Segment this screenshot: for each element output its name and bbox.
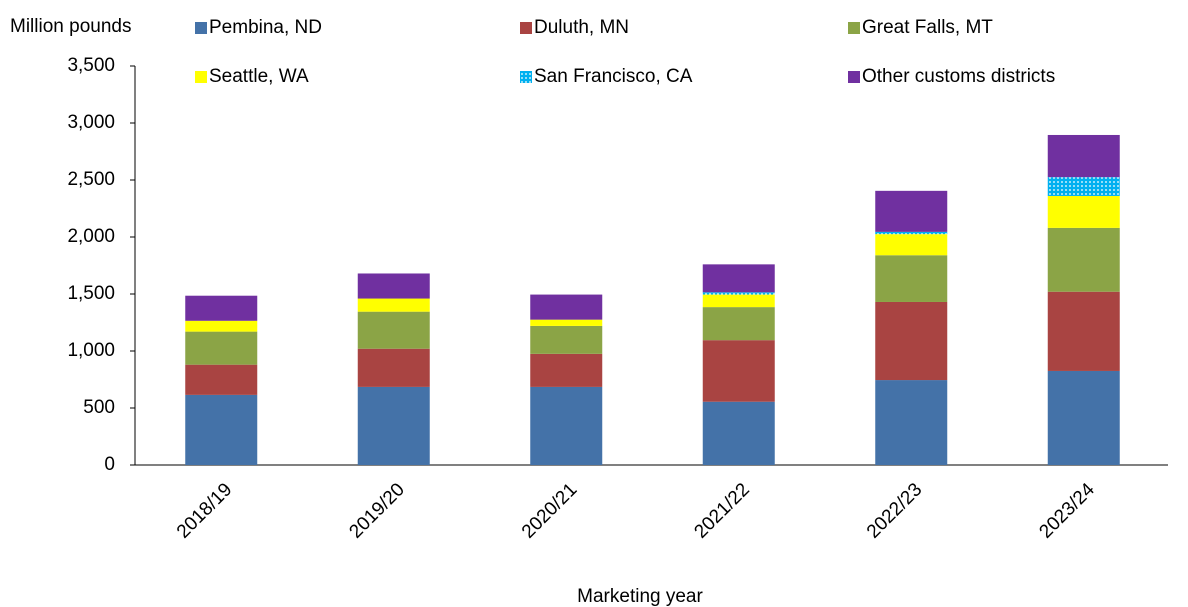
bar-segment xyxy=(530,325,603,354)
bar-segment xyxy=(702,307,775,341)
legend-swatch xyxy=(520,71,532,83)
bar-segment xyxy=(1047,177,1120,196)
x-tick-label: 2018/19 xyxy=(173,479,236,542)
bar-segment xyxy=(185,394,258,465)
legend-swatch xyxy=(848,22,860,34)
bar-segment xyxy=(185,295,258,321)
bar-segment xyxy=(357,311,430,349)
bar-segment xyxy=(357,348,430,387)
x-axis-title: Marketing year xyxy=(577,586,703,607)
x-tick-label: 2023/24 xyxy=(1035,479,1099,543)
bar-segment xyxy=(875,231,948,235)
bar-segment xyxy=(702,292,775,295)
y-tick-label: 3,500 xyxy=(67,55,115,76)
bar-segment xyxy=(875,380,948,465)
y-tick-label: 1,000 xyxy=(67,340,115,361)
bar-segment xyxy=(1047,227,1120,292)
legend-label: Seattle, WA xyxy=(209,66,309,87)
y-tick-label: 1,500 xyxy=(67,283,115,304)
legend-swatch xyxy=(195,22,207,34)
y-tick-label: 0 xyxy=(104,454,115,475)
bar-segment xyxy=(1047,291,1120,371)
bar-segment xyxy=(530,294,603,320)
bar-segment xyxy=(875,234,948,256)
legend-swatch xyxy=(195,71,207,83)
bar-segment xyxy=(702,264,775,293)
bar-segment xyxy=(875,301,948,381)
bar-segment xyxy=(702,294,775,308)
bar-segment xyxy=(530,353,603,387)
bar-segment xyxy=(185,320,258,332)
x-tick-label: 2022/23 xyxy=(863,479,926,542)
x-tick-label: 2020/21 xyxy=(518,479,581,542)
legend-label: Pembina, ND xyxy=(209,17,322,38)
legend-label: Other customs districts xyxy=(862,66,1055,87)
bar-segment xyxy=(185,364,258,395)
legend-label: San Francisco, CA xyxy=(534,66,693,87)
bar-segment xyxy=(875,255,948,302)
bar-segment xyxy=(875,190,948,232)
y-tick-label: 3,000 xyxy=(67,112,115,133)
legend-label: Great Falls, MT xyxy=(862,17,993,38)
bar-segment xyxy=(1047,370,1120,465)
y-axis-title: Million pounds xyxy=(10,16,131,37)
bar-segment xyxy=(357,298,430,312)
y-tick-label: 2,000 xyxy=(67,226,115,247)
bar-segment xyxy=(185,331,258,365)
legend-swatch xyxy=(848,71,860,83)
bar-segment xyxy=(1047,134,1120,178)
bar-segment xyxy=(1047,195,1120,228)
y-tick-label: 2,500 xyxy=(67,169,115,190)
y-tick-label: 500 xyxy=(83,397,115,418)
legend-swatch xyxy=(520,22,532,34)
bar-segment xyxy=(702,340,775,402)
bar-segment xyxy=(357,386,430,465)
bar-segment xyxy=(530,386,603,465)
bar-segment xyxy=(702,401,775,465)
bar-segment xyxy=(357,273,430,299)
x-tick-label: 2021/22 xyxy=(690,479,753,542)
legend-label: Duluth, MN xyxy=(534,17,629,38)
bar-segment xyxy=(530,319,603,326)
x-tick-label: 2019/20 xyxy=(345,479,408,542)
